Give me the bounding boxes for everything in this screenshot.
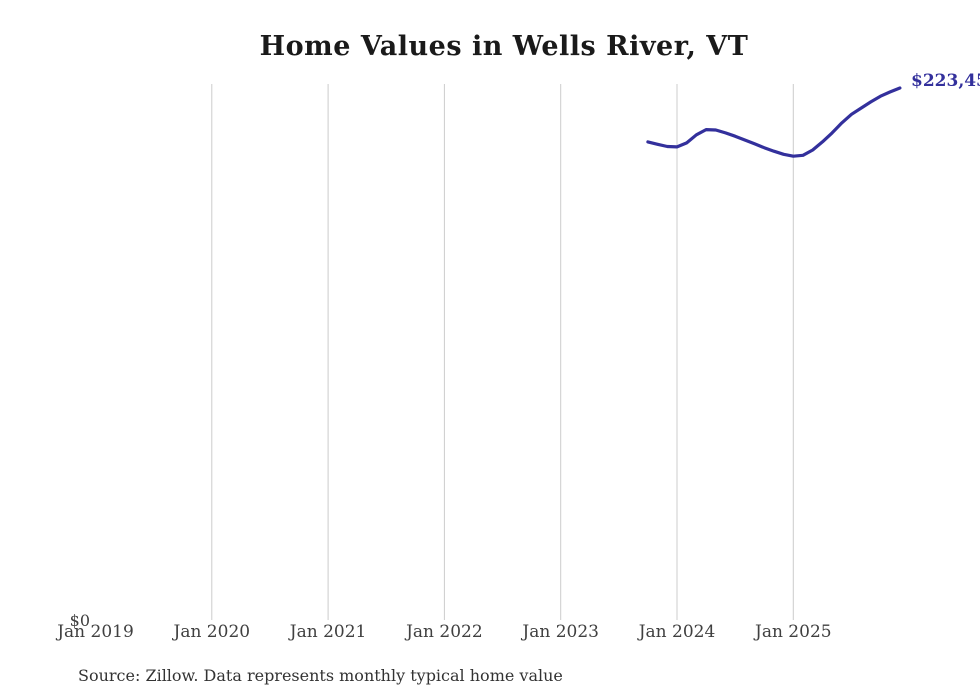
source-note: Source: Zillow. Data represents monthly … [78,666,563,685]
x-tick-label: Jan 2022 [406,622,483,642]
chart-title: Home Values in Wells River, VT [259,31,749,62]
x-tick-label: Jan 2025 [755,622,832,642]
home-value-line [646,86,902,158]
x-tick-label: Jan 2019 [57,622,134,642]
x-tick-label: Jan 2021 [289,622,367,642]
x-tick-label: Jan 2020 [173,622,251,642]
x-tick-label: Jan 2024 [638,622,716,642]
x-tick-label: Jan 2023 [522,622,599,642]
y-axis-zero-label: $0 [69,611,90,630]
last-value-annotation: $223,455 [911,71,980,91]
